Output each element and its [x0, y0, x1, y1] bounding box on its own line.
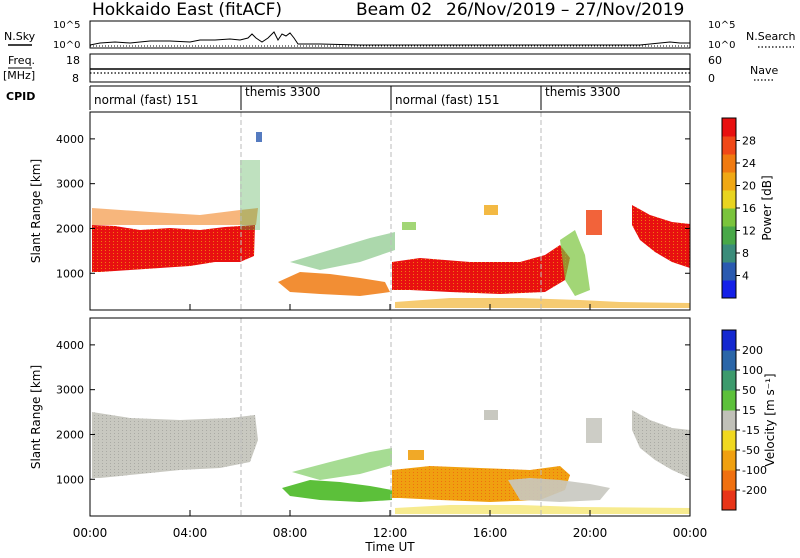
velocity-y-axis-label: Slant Range [km] [29, 365, 43, 469]
velocity-colorbar-swatch [722, 370, 736, 391]
freq-right-tick-bottom: 0 [708, 72, 715, 85]
x-axis-label: Time UT [364, 540, 415, 554]
velocity-colorbar-swatch [722, 410, 736, 431]
power-colorbar-swatch [722, 154, 736, 173]
power-y-axis-label: Slant Range [km] [29, 159, 43, 263]
power-scatter [92, 132, 690, 308]
power-colorbar-swatch [722, 172, 736, 191]
power-colorbar-label: Power [dB] [760, 175, 774, 240]
cpid-segment-4: themis 3300 [545, 85, 620, 99]
station-title: Hokkaido East (fitACF) [92, 0, 282, 20]
power-colorbar-tick-label: 20 [742, 180, 756, 193]
power-panel: Slant Range [km] 1000 2000 3000 4000 [29, 111, 691, 311]
x-tick-label: 16:00 [473, 526, 508, 540]
velocity-colorbar-swatch [722, 390, 736, 411]
velocity-colorbar-tick-label: -200 [742, 484, 767, 497]
x-tick-label: 20:00 [573, 526, 608, 540]
noise-panel: N.Sky 10^5 10^0 10^5 10^0 N.Search [4, 20, 796, 51]
power-colorbar: 28 24 20 16 12 8 4 Power [dB] [721, 117, 774, 299]
velocity-colorbar-tick-label: -50 [742, 444, 760, 457]
cpid-label: CPID [6, 90, 35, 103]
power-colorbar-swatch [722, 136, 736, 155]
velocity-colorbar-tick-label: 50 [742, 384, 756, 397]
cpid-segment-3: normal (fast) 151 [395, 93, 499, 107]
velocity-colorbar-tick-label: 100 [742, 364, 763, 377]
x-tick-label: 00:00 [73, 526, 108, 540]
frequency-panel: Freq. [MHz] 18 8 60 0 Nave [3, 53, 778, 85]
power-colorbar-swatch [722, 280, 736, 299]
cpid-segment-2: themis 3300 [245, 85, 320, 99]
power-y-tick-label: 2000 [56, 222, 84, 235]
velocity-y-tick-label: 2000 [56, 428, 84, 441]
velocity-colorbar-tick-label: 15 [742, 404, 756, 417]
velocity-colorbar-tick-label: -15 [742, 424, 760, 437]
power-colorbar-tick-label: 16 [742, 202, 756, 215]
power-colorbar-tick-label: 28 [742, 135, 756, 148]
freq-label-1: Freq. [8, 54, 35, 67]
freq-label-2: [MHz] [3, 69, 35, 82]
velocity-colorbar-swatches [722, 330, 736, 511]
noise-sky-trace [89, 31, 690, 46]
x-tick-label: 00:00 [673, 526, 708, 540]
power-y-ticks: 1000 2000 3000 4000 [56, 133, 690, 280]
beam-label: Beam 02 [356, 0, 432, 20]
noise-left-tick-top: 10^5 [53, 20, 80, 31]
freq-left-tick-top: 18 [66, 54, 80, 67]
power-colorbar-tick-label: 8 [742, 247, 749, 260]
cpid-segment-1: normal (fast) 151 [94, 93, 198, 107]
power-colorbar-swatch [722, 244, 736, 263]
power-colorbar-tick-label: 12 [742, 225, 756, 238]
noise-sky-label: N.Sky [4, 30, 36, 43]
noise-left-tick-bottom: 10^0 [53, 40, 80, 51]
velocity-colorbar-swatch [722, 430, 736, 451]
power-colorbar-swatch [722, 262, 736, 281]
noise-right-tick-top: 10^5 [708, 20, 735, 31]
power-y-tick-label: 4000 [56, 133, 84, 146]
velocity-colorbar-label: Velocity [m s⁻¹] [763, 373, 777, 466]
power-y-tick-label: 1000 [56, 267, 84, 280]
velocity-y-ticks: 1000 2000 3000 4000 [56, 339, 690, 486]
x-tick-label: 08:00 [273, 526, 308, 540]
velocity-colorbar-swatch [722, 450, 736, 471]
velocity-panel: Slant Range [km] 1000 2000 3000 4000 [29, 317, 691, 517]
power-colorbar-swatch [722, 190, 736, 209]
x-tick-label: 04:00 [173, 526, 208, 540]
x-tick-label: 12:00 [373, 526, 408, 540]
nave-label: Nave [750, 64, 778, 77]
power-colorbar-ticks: 28 24 20 16 12 8 4 [736, 135, 756, 283]
velocity-colorbar-swatch [722, 350, 736, 371]
velocity-colorbar-swatch [722, 490, 736, 511]
power-y-tick-label: 3000 [56, 178, 84, 191]
power-colorbar-swatch [722, 226, 736, 245]
power-colorbar-tick-label: 24 [742, 157, 756, 170]
power-colorbar-swatch [722, 118, 736, 137]
cpid-panel: CPID normal (fast) 151 themis 3300 norma… [6, 85, 691, 110]
velocity-colorbar-tick-label: -100 [742, 464, 767, 477]
power-colorbar-swatch [722, 208, 736, 227]
power-colorbar-tick-label: 4 [742, 270, 749, 283]
velocity-colorbar: 200 100 50 15 -15 -50 -100 -200 Velocity [m s⁻¹… [721, 329, 777, 511]
velocity-y-tick-label: 1000 [56, 473, 84, 486]
date-range: 26/Nov/2019 – 27/Nov/2019 [446, 0, 684, 20]
velocity-y-tick-label: 3000 [56, 384, 84, 397]
velocity-colorbar-swatch [722, 470, 736, 491]
noise-right-tick-bottom: 10^0 [708, 40, 735, 51]
velocity-colorbar-tick-label: 200 [742, 344, 763, 357]
time-x-ticks: 00:00 04:00 08:00 12:00 16:00 20:00 00:00 [73, 304, 708, 540]
freq-left-tick-bottom: 8 [72, 72, 79, 85]
velocity-y-tick-label: 4000 [56, 339, 84, 352]
velocity-scatter [92, 410, 690, 514]
freq-right-tick-top: 60 [708, 54, 722, 67]
velocity-colorbar-swatch [722, 330, 736, 351]
noise-search-label: N.Search [746, 30, 796, 43]
velocity-colorbar-ticks: 200 100 50 15 -15 -50 -100 -200 [736, 344, 767, 497]
power-colorbar-swatches [722, 118, 736, 299]
